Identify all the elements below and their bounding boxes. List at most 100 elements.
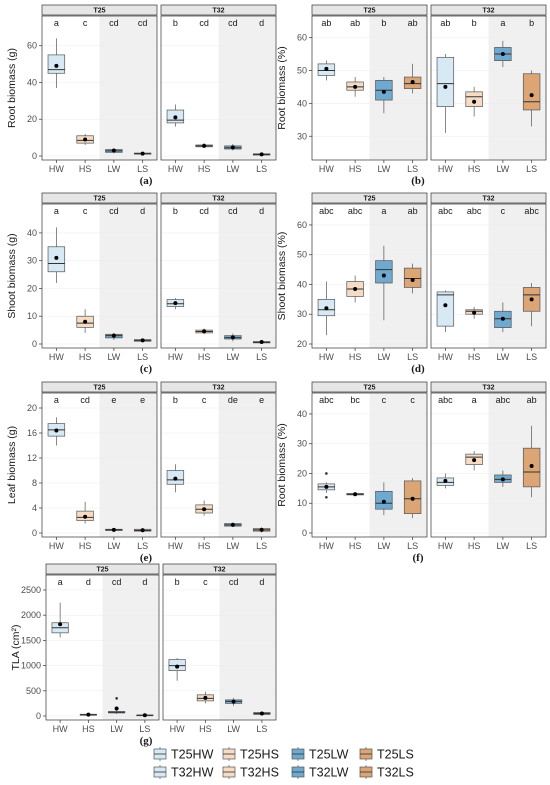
x-tick-label: LW — [226, 541, 239, 551]
y-tick-label: 20 — [297, 339, 307, 349]
significance-letter: cd — [109, 18, 119, 28]
significance-letter: cd — [138, 18, 148, 28]
x-tick-label: HS — [198, 164, 211, 174]
mean-point — [173, 115, 178, 120]
mean-point — [324, 484, 329, 489]
significance-letter: b — [175, 577, 180, 587]
x-tick-label: HW — [438, 541, 453, 551]
mean-point — [381, 89, 386, 94]
panel-label: (e) — [140, 552, 153, 564]
panel-border — [311, 15, 428, 161]
mean-point — [54, 428, 59, 433]
y-tick-label: 4 — [32, 503, 37, 513]
x-tick-label: HS — [349, 164, 362, 174]
x-tick-label: LS — [256, 541, 267, 551]
shaded-region — [99, 16, 157, 160]
facet-strip — [45, 563, 160, 575]
facet-strip — [41, 192, 158, 204]
significance-letter: d — [259, 206, 264, 216]
x-tick-label: HS — [468, 164, 481, 174]
mean-point — [259, 152, 264, 157]
mean-point — [202, 143, 207, 148]
mean-point — [203, 695, 208, 700]
panel-border — [311, 392, 428, 538]
significance-letter: bc — [350, 395, 360, 405]
significance-letter: a — [500, 18, 505, 28]
facet-label: T25 — [93, 8, 105, 15]
mean-point — [111, 148, 116, 153]
panel-border — [160, 392, 277, 538]
box-T32-HW — [436, 56, 455, 108]
y-tick-label: 40 — [297, 409, 307, 419]
y-tick-label: 8 — [32, 478, 37, 488]
significance-letter: abc — [348, 206, 363, 216]
significance-letter: d — [142, 577, 147, 587]
x-tick-label: HS — [198, 541, 211, 551]
y-tick-label: 10 — [27, 311, 37, 321]
panel-border — [311, 203, 428, 349]
x-tick-label: HW — [170, 724, 185, 734]
x-tick-label: LS — [407, 541, 418, 551]
mean-point — [324, 66, 329, 71]
y-tick-label: 20 — [27, 114, 37, 124]
y-tick-label: 40 — [297, 98, 307, 108]
significance-letter: abc — [319, 395, 334, 405]
significance-letter: ab — [408, 18, 418, 28]
x-tick-label: LW — [377, 352, 390, 362]
panel-border — [162, 574, 277, 721]
facet-label: T25 — [93, 385, 105, 392]
panel-label: (f) — [413, 552, 424, 564]
mean-point — [259, 527, 264, 532]
y-tick-label: 0 — [32, 528, 37, 538]
panel-border — [160, 15, 277, 161]
mean-point — [410, 496, 415, 501]
chart-panel-2: Root biomass (%)30405060T25abHWabHSbLWab… — [276, 4, 547, 187]
x-tick-label: HW — [438, 352, 453, 362]
significance-letter: b — [529, 18, 534, 28]
facet-strip — [160, 4, 277, 16]
significance-letter: c — [203, 577, 208, 587]
significance-letter: abc — [438, 395, 453, 405]
x-tick-label: LW — [496, 164, 509, 174]
x-tick-label: HW — [168, 541, 183, 551]
y-axis-label: Root biomass (%) — [276, 423, 288, 506]
y-tick-label: 12 — [27, 453, 37, 463]
x-tick-label: LW — [226, 164, 239, 174]
x-tick-label: LS — [137, 352, 148, 362]
x-tick-label: LS — [137, 541, 148, 551]
x-tick-label: HW — [53, 724, 68, 734]
x-tick-label: LS — [407, 164, 418, 174]
y-tick-label: 60 — [297, 220, 307, 230]
y-tick-label: 60 — [27, 41, 37, 51]
legend-item: T25LS — [359, 747, 414, 762]
legend-item: T25LW — [291, 747, 349, 762]
facet-label: T32 — [213, 567, 225, 574]
facet-label: T32 — [482, 8, 494, 15]
facet-strip — [311, 192, 428, 204]
mean-point — [58, 622, 63, 627]
x-tick-label: LS — [256, 352, 267, 362]
mean-point — [529, 464, 534, 469]
significance-letter: a — [58, 577, 63, 587]
panel-border — [45, 574, 160, 721]
x-tick-label: HS — [468, 352, 481, 362]
significance-letter: b — [472, 18, 477, 28]
legend-item: T32LS — [359, 765, 414, 780]
y-tick-label: 2000 — [21, 610, 41, 620]
legend-item: T32HS — [222, 765, 279, 780]
x-tick-label: LW — [227, 724, 240, 734]
x-tick-label: HS — [79, 164, 92, 174]
x-tick-label: HS — [79, 352, 92, 362]
shaded-region — [369, 393, 427, 537]
y-tick-label: 30 — [27, 256, 37, 266]
significance-letter: b — [173, 206, 178, 216]
panel-label: (b) — [411, 175, 425, 187]
significance-letter: c — [83, 18, 88, 28]
panel-label: (a) — [140, 175, 153, 187]
shaded-region — [99, 204, 157, 348]
significance-letter: b — [173, 395, 178, 405]
x-tick-label: HW — [49, 164, 64, 174]
mean-point — [140, 151, 145, 156]
x-tick-label: LW — [107, 352, 120, 362]
x-tick-label: LS — [526, 541, 537, 551]
